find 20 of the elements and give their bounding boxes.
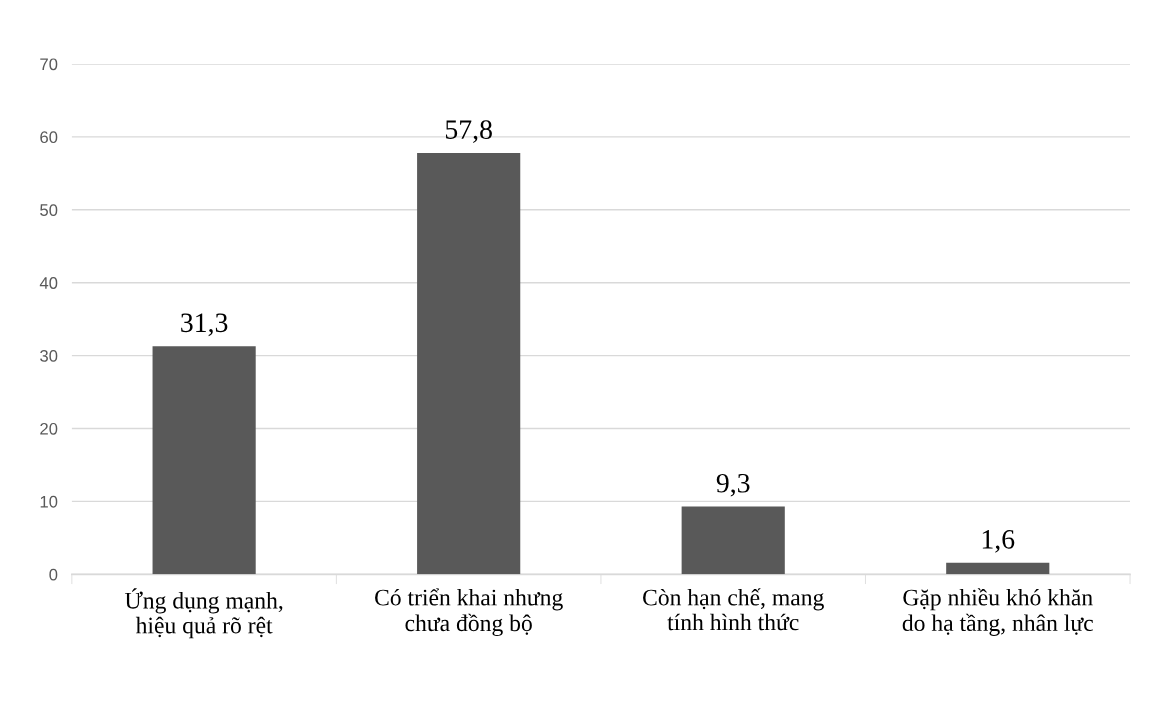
y-tick-label: 50 [40, 204, 58, 216]
x-tick-label: Còn hạn chế, mang tính hình thức [643, 588, 824, 631]
bar [946, 562, 1050, 575]
x-tick-label: Gặp nhiều khó khăn do hạ tầng, nhân lực [902, 588, 1093, 636]
y-tick-label: 30 [40, 350, 58, 362]
y-tick-label: 10 [40, 495, 58, 508]
data-label: 1,6 [982, 530, 1015, 553]
y-tick-label: 60 [40, 131, 58, 144]
y-tick-label: 40 [39, 277, 58, 289]
data-label: 31,3 [181, 313, 228, 337]
data-label: 57,8 [445, 120, 492, 143]
y-tick-label: 20 [40, 422, 58, 435]
y-tick-label: 70 [40, 58, 58, 71]
bar [152, 346, 256, 575]
data-label: 9,3 [716, 473, 750, 497]
y-tick-label: 0 [49, 568, 58, 581]
bar [681, 506, 785, 575]
x-tick-label: Có triển khai nhưng chưa đồng bộ [375, 588, 563, 637]
x-tick-label: Ứng dụng mạnh, hiệu quả rõ rệt [124, 588, 283, 639]
bar [417, 152, 521, 575]
